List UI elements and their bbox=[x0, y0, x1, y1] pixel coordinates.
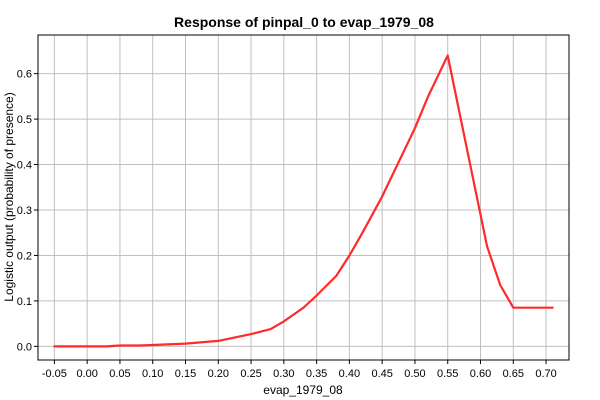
y-tick-label: 0.1 bbox=[17, 296, 32, 308]
grid bbox=[38, 35, 569, 360]
plot-area bbox=[37, 34, 570, 361]
x-tick-label: 0.30 bbox=[273, 368, 294, 380]
x-tick-label: 0.40 bbox=[339, 368, 360, 380]
x-tick-label: 0.15 bbox=[175, 368, 196, 380]
x-tick-label: 0.45 bbox=[371, 368, 392, 380]
x-tick-label: 0.60 bbox=[470, 368, 491, 380]
y-axis: 0.0 0.1 0.2 0.3 0.4 0.5 0.6 bbox=[17, 69, 38, 353]
x-tick-label: -0.05 bbox=[42, 368, 67, 380]
x-tick-label: 0.55 bbox=[437, 368, 458, 380]
x-tick-label: 0.65 bbox=[503, 368, 524, 380]
x-tick-label: 0.05 bbox=[109, 368, 130, 380]
x-tick-label: 0.70 bbox=[535, 368, 556, 380]
y-tick-label: 0.0 bbox=[17, 341, 32, 353]
x-tick-label: 0.00 bbox=[76, 368, 97, 380]
x-axis: -0.05 0.00 0.05 0.10 0.15 0.20 0.25 0.30 0.35 0.4… bbox=[42, 360, 557, 380]
x-tick-label: 0.50 bbox=[404, 368, 425, 380]
x-tick-label: 0.25 bbox=[240, 368, 261, 380]
y-tick-label: 0.2 bbox=[17, 250, 32, 262]
y-tick-label: 0.6 bbox=[17, 69, 32, 81]
x-tick-label: 0.35 bbox=[306, 368, 327, 380]
y-tick-label: 0.5 bbox=[17, 114, 32, 126]
y-axis-label: Logistic output (probability of presence… bbox=[2, 92, 16, 301]
y-tick-label: 0.4 bbox=[17, 160, 32, 172]
y-tick-label: 0.3 bbox=[17, 205, 32, 217]
chart-title: Response of pinpal_0 to evap_1979_08 bbox=[174, 14, 434, 30]
response-curve bbox=[53, 54, 554, 348]
x-tick-label: 0.20 bbox=[208, 368, 229, 380]
x-tick-label: 0.10 bbox=[142, 368, 163, 380]
x-axis-label: evap_1979_08 bbox=[263, 383, 343, 397]
